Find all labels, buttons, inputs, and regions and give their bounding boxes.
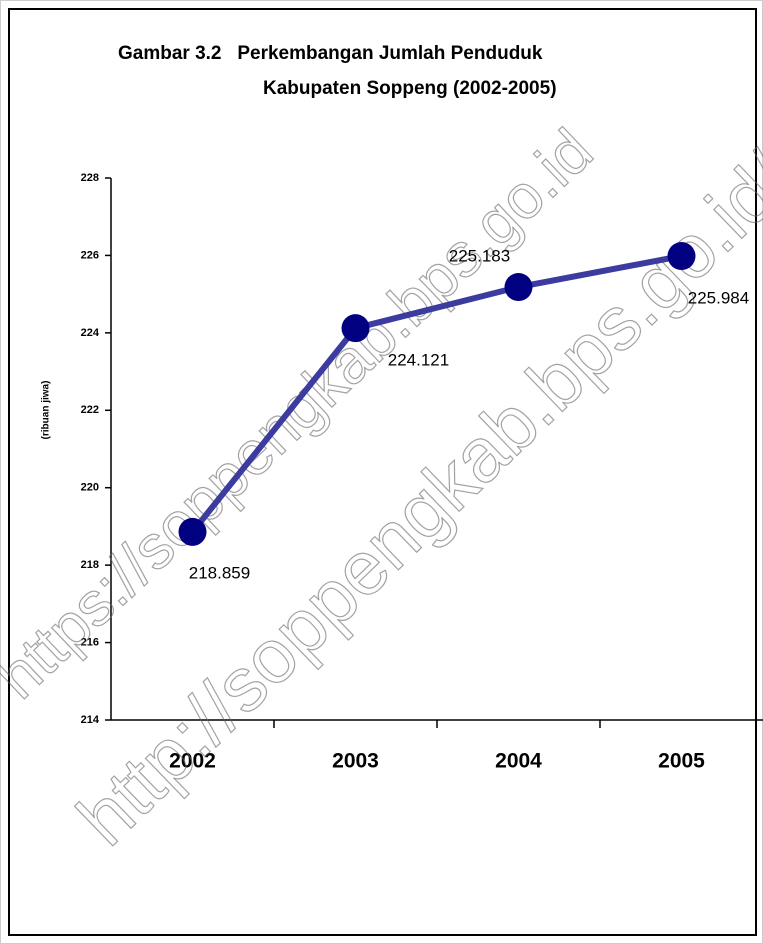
marker [341,314,370,343]
y-tick-label: 216 [81,636,99,648]
marker [178,517,207,546]
x-tick-label: 2002 [169,750,216,773]
marker [667,242,696,271]
x-tick-label: 2003 [332,750,379,773]
chart-title: Kabupaten Soppeng (2002-2005) [263,78,557,99]
x-tick-label: 2004 [495,750,542,773]
chart-border [8,8,757,936]
data-label: 224.121 [388,351,449,370]
y-tick-label: 226 [81,249,99,261]
line [190,253,683,534]
y-tick-label: 214 [81,714,100,726]
marker [504,273,533,302]
y-tick-label: 218 [81,559,99,571]
y-tick-label: 224 [81,327,100,339]
y-axis-label: (ribuan jiwa) [41,381,52,440]
y-tick-label: 228 [81,172,99,184]
data-label: 225.183 [449,247,510,266]
chart-title: Gambar 3.2 Perkembangan Jumlah Penduduk [118,43,543,64]
data-label: 225.984 [688,289,749,308]
y-tick-label: 220 [81,482,99,494]
data-label: 218.859 [189,563,250,582]
y-tick-label: 222 [81,404,99,416]
x-tick-label: 2005 [658,750,705,773]
